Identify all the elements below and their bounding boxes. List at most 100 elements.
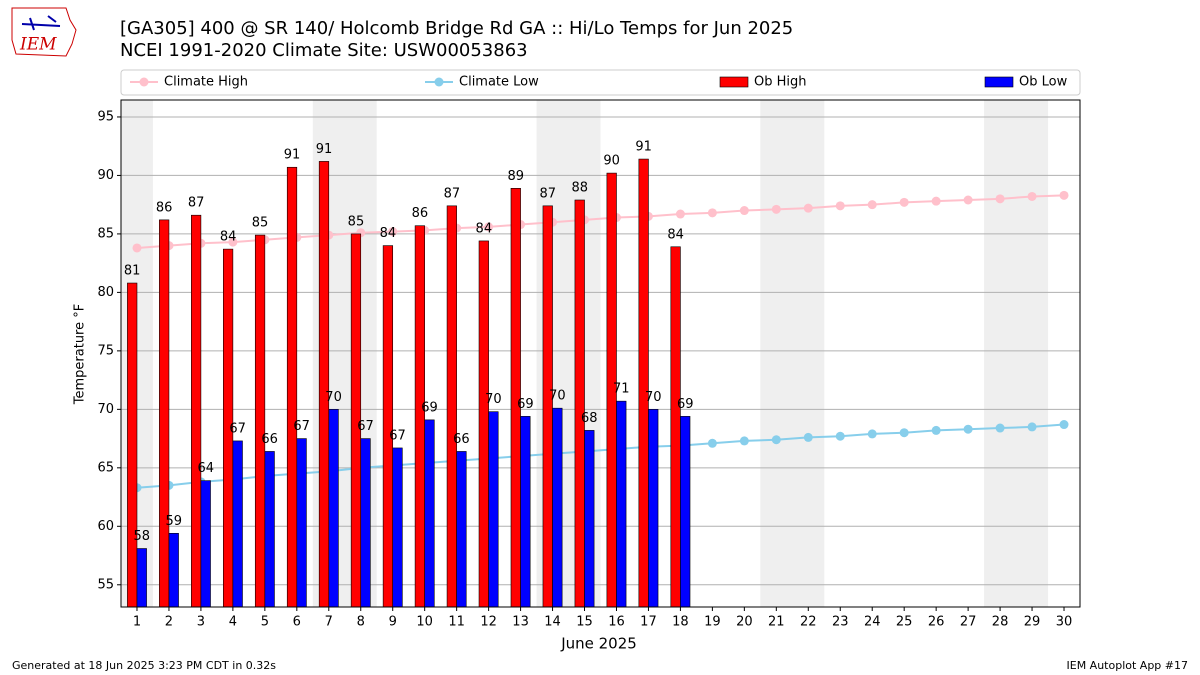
data-label: 69 xyxy=(677,397,694,412)
marker xyxy=(739,206,749,216)
marker xyxy=(1059,420,1069,430)
marker xyxy=(675,209,685,219)
bar xyxy=(392,447,403,608)
data-label: 68 xyxy=(581,411,598,426)
legend-marker xyxy=(434,77,444,87)
marker xyxy=(388,227,398,237)
bar xyxy=(616,400,627,608)
data-label: 70 xyxy=(485,392,502,407)
data-label: 64 xyxy=(197,461,214,476)
chart-subtitle: NCEI 1991-2020 Climate Site: USW00053863 xyxy=(120,40,528,61)
data-label: 88 xyxy=(571,180,588,195)
x-tick-label: 4 xyxy=(229,615,237,630)
bar xyxy=(456,451,467,608)
x-tick-label: 3 xyxy=(197,615,205,630)
x-tick-label: 29 xyxy=(1024,615,1041,630)
data-label: 67 xyxy=(357,419,374,434)
x-tick-label: 19 xyxy=(704,615,721,630)
bar xyxy=(191,214,202,608)
marker xyxy=(963,195,973,205)
bar xyxy=(286,166,298,608)
data-label: 70 xyxy=(549,389,566,404)
x-tick-label: 22 xyxy=(800,615,817,630)
data-label: 87 xyxy=(444,186,461,201)
footer-right: IEM Autoplot App #17 xyxy=(1067,659,1189,672)
x-tick-label: 18 xyxy=(672,615,689,630)
logo-text: IEM xyxy=(19,35,57,55)
marker xyxy=(835,431,845,441)
bar xyxy=(478,240,489,608)
logo: IEM xyxy=(11,7,77,57)
data-label: 70 xyxy=(645,390,662,405)
bar xyxy=(296,438,307,608)
bar xyxy=(424,419,435,608)
data-label: 84 xyxy=(667,227,684,242)
bar xyxy=(542,205,553,608)
marker xyxy=(771,204,781,214)
data-label: 69 xyxy=(517,397,534,412)
x-tick-label: 26 xyxy=(928,615,945,630)
data-label: 69 xyxy=(421,400,438,415)
x-tick-label: 13 xyxy=(512,615,529,630)
y-tick-label: 55 xyxy=(97,577,114,592)
y-tick-label: 60 xyxy=(97,519,114,534)
data-label: 87 xyxy=(188,196,205,211)
bar xyxy=(488,411,499,608)
marker xyxy=(963,424,973,434)
y-axis-label: Temperature °F xyxy=(73,304,88,405)
x-tick-label: 1 xyxy=(133,615,141,630)
bar xyxy=(382,245,394,608)
x-tick-label: 21 xyxy=(768,615,785,630)
legend-label: Ob Low xyxy=(1019,75,1068,90)
data-label: 84 xyxy=(220,230,237,245)
data-label: 59 xyxy=(165,514,182,529)
marker xyxy=(835,201,845,211)
data-label: 66 xyxy=(261,432,278,447)
marker xyxy=(931,196,941,206)
marker xyxy=(228,237,238,247)
bar xyxy=(446,205,457,608)
bar xyxy=(552,407,563,608)
bar xyxy=(264,451,275,608)
bar xyxy=(648,409,659,608)
data-label: 58 xyxy=(134,529,151,544)
x-tick-label: 14 xyxy=(544,615,561,630)
data-label: 86 xyxy=(412,206,429,221)
x-tick-label: 30 xyxy=(1056,615,1073,630)
bar xyxy=(318,161,330,608)
y-tick-label: 90 xyxy=(97,168,114,183)
marker xyxy=(707,208,717,218)
x-tick-label: 25 xyxy=(896,615,913,630)
x-tick-label: 8 xyxy=(357,615,365,630)
data-label: 91 xyxy=(316,142,333,157)
x-tick-label: 28 xyxy=(992,615,1009,630)
x-tick-label: 10 xyxy=(416,615,433,630)
legend xyxy=(120,69,1081,96)
x-tick-label: 24 xyxy=(864,615,881,630)
marker xyxy=(484,222,494,232)
bar xyxy=(328,409,339,608)
logo-outline xyxy=(11,7,77,57)
marker xyxy=(803,432,813,442)
legend-label: Ob High xyxy=(754,75,807,90)
data-label: 66 xyxy=(453,432,470,447)
bar xyxy=(638,158,649,608)
marker xyxy=(132,243,142,253)
bar xyxy=(159,219,170,608)
marker xyxy=(867,429,877,439)
logo-icon xyxy=(21,15,61,31)
bar xyxy=(520,416,531,608)
x-tick-label: 11 xyxy=(448,615,465,630)
bar xyxy=(414,225,425,608)
bar xyxy=(136,548,147,608)
data-label: 89 xyxy=(508,169,525,184)
x-tick-label: 17 xyxy=(640,615,657,630)
bar xyxy=(680,416,691,608)
y-tick-label: 85 xyxy=(97,226,114,241)
bar xyxy=(168,533,179,608)
bar xyxy=(232,440,243,608)
x-tick-label: 9 xyxy=(389,615,397,630)
y-tick-label: 75 xyxy=(97,343,114,358)
marker xyxy=(899,197,909,207)
